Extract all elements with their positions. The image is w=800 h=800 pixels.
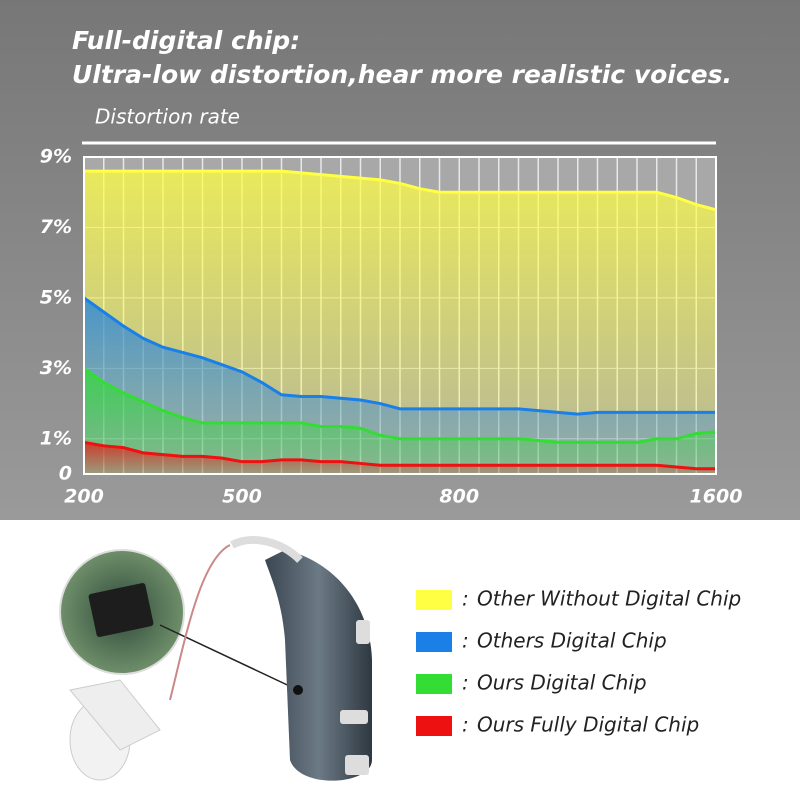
button-plus: [345, 755, 369, 775]
button-top: [356, 620, 370, 644]
legend-label: Ours Fully Digital Chip: [477, 713, 699, 737]
product-illustration: [59, 536, 372, 781]
legend-separator: :: [462, 713, 469, 737]
legend-swatch: [416, 674, 452, 694]
legend-separator: :: [462, 587, 469, 611]
chart-subtitle: Ultra-low distortion,hear more realistic…: [72, 60, 732, 89]
line: [83, 296, 716, 416]
y-tick-label: 0: [59, 463, 72, 485]
x-tick-label: 200: [64, 486, 104, 508]
y-tick-label: 1%: [40, 427, 72, 449]
legend-swatch: [416, 632, 452, 652]
area: [84, 368, 716, 474]
chip: [88, 583, 154, 637]
plot: [83, 156, 717, 475]
y-tick-label: 9%: [40, 146, 72, 168]
legend-label: Others Digital Chip: [477, 629, 667, 653]
x-tick-label: 800: [439, 486, 479, 508]
line: [83, 440, 716, 471]
y-tick-label: 7%: [40, 216, 72, 238]
legend-separator: :: [462, 671, 469, 695]
earpiece-dome: [69, 679, 161, 751]
line: [83, 367, 717, 444]
line: [84, 169, 717, 212]
legend-separator: :: [462, 629, 469, 653]
x-tick-label: 1600: [690, 486, 743, 508]
legend: : Other Without Digital Chip: Others Digit…: [416, 587, 741, 737]
x-tick-label: 500: [222, 486, 262, 508]
legend-swatch: [416, 590, 452, 610]
legend-label: Ours Digital Chip: [477, 671, 647, 695]
device-port: [293, 685, 303, 695]
legend-label: Other Without Digital Chip: [477, 587, 741, 611]
legend-swatch: [416, 716, 452, 736]
wire: [169, 544, 231, 701]
button-minus: [340, 710, 368, 724]
device-hook: [230, 536, 303, 563]
pointer-line: [159, 624, 299, 691]
chart-title: Full-digital chip:: [72, 26, 300, 55]
plot-border: [83, 156, 717, 475]
y-tick-label: 5%: [40, 286, 72, 308]
y-axis-label: Distortion rate: [95, 105, 240, 129]
y-tick-label: 3%: [40, 357, 72, 379]
